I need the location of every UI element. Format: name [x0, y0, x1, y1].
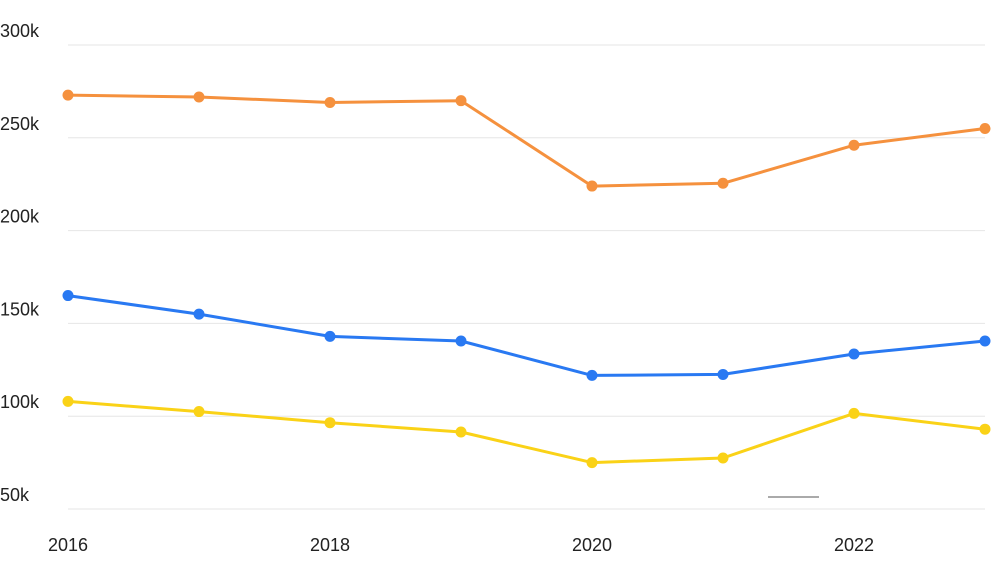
series-1	[62, 290, 991, 381]
data-point	[848, 407, 860, 419]
x-axis: 2016 2018 2020 2022	[48, 535, 874, 555]
x-tick-label: 2020	[572, 535, 612, 555]
y-axis: 300k 250k 200k 150k 100k 50k	[0, 21, 40, 505]
data-point	[62, 89, 74, 101]
data-point	[717, 177, 729, 189]
data-point	[455, 95, 467, 107]
data-point	[62, 395, 74, 407]
data-point	[324, 330, 336, 342]
grid-layer	[68, 44, 985, 510]
x-tick-label: 2018	[310, 535, 350, 555]
data-point	[586, 180, 598, 192]
series-line	[66, 93, 987, 188]
data-point	[193, 91, 205, 103]
y-tick-label: 100k	[0, 392, 40, 412]
x-tick-label: 2022	[834, 535, 874, 555]
data-point	[586, 457, 598, 469]
data-point	[324, 417, 336, 429]
data-point	[455, 426, 467, 438]
data-point	[193, 406, 205, 418]
series-2	[62, 395, 991, 469]
y-tick-label: 50k	[0, 485, 30, 505]
y-tick-label: 300k	[0, 21, 40, 41]
data-point	[324, 97, 336, 109]
data-point	[62, 290, 74, 302]
data-point	[848, 139, 860, 151]
data-point	[979, 123, 991, 135]
data-point	[848, 348, 860, 360]
data-point	[193, 308, 205, 320]
y-tick-label: 250k	[0, 114, 40, 134]
data-point	[979, 335, 991, 347]
y-tick-label: 150k	[0, 299, 40, 319]
y-tick-label: 200k	[0, 207, 40, 227]
data-point	[717, 368, 729, 380]
series-line	[66, 294, 987, 377]
data-point	[979, 423, 991, 435]
series-line	[66, 399, 987, 465]
x-tick-label: 2016	[48, 535, 88, 555]
data-point	[586, 369, 598, 381]
data-point	[455, 335, 467, 347]
data-point	[717, 452, 729, 464]
series-layer	[62, 89, 991, 469]
series-0	[62, 89, 991, 192]
